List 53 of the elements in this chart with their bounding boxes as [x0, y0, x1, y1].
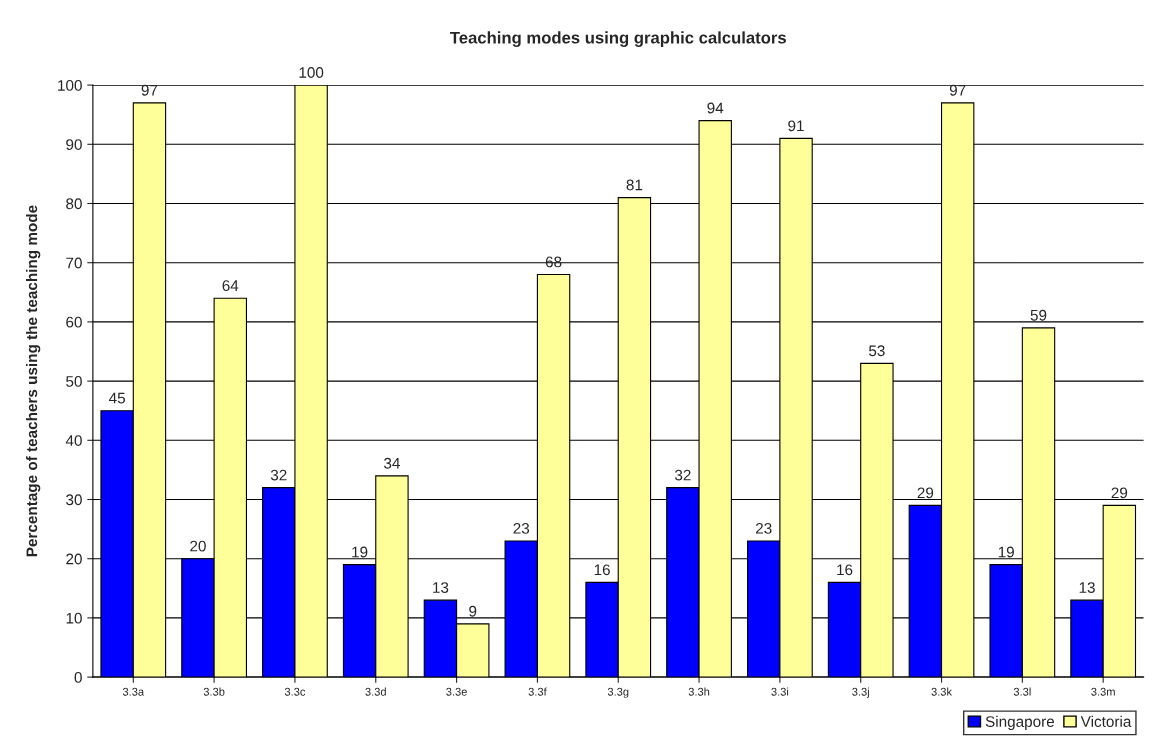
y-tick-label: 90: [66, 139, 82, 150]
x-tick-label: 3.3g: [607, 687, 629, 698]
data-label: 91: [788, 120, 804, 132]
x-tick-label: 3.3b: [203, 687, 225, 696]
data-label: 64: [222, 280, 239, 292]
y-tick-label: 50: [66, 375, 82, 387]
y-tick-label: 60: [66, 316, 82, 328]
data-label: 32: [674, 469, 691, 481]
x-tick-label: 3.3i: [771, 687, 789, 696]
data-label: 20: [190, 540, 206, 552]
data-label: 13: [433, 582, 449, 593]
y-tick-label: 0: [74, 671, 82, 683]
data-label: 13: [1079, 582, 1095, 593]
data-label: 16: [594, 564, 610, 576]
x-tick-label: 3.3k: [931, 687, 953, 696]
x-tick-label: 3.3c: [284, 687, 306, 696]
y-tick-label: 30: [66, 494, 82, 506]
x-tick-label: 3.3a: [122, 687, 145, 696]
y-tick-label: 10: [66, 612, 82, 624]
data-label: 23: [513, 522, 530, 534]
x-tick-label: 3.3f: [528, 687, 547, 696]
data-label: 97: [949, 84, 966, 96]
data-label: 19: [352, 546, 368, 558]
data-label: 53: [868, 345, 885, 357]
data-label: 29: [1111, 487, 1128, 499]
data-label: 34: [384, 457, 400, 469]
x-tick-label: 3.3m: [1091, 687, 1115, 696]
data-label: 16: [837, 564, 853, 576]
data-label: 29: [917, 487, 934, 499]
data-label: 9: [469, 605, 477, 617]
x-tick-label: 3.3j: [852, 687, 869, 698]
chart-title: Teaching modes using graphic calculators: [450, 31, 786, 47]
x-tick-label: 3.3e: [446, 687, 467, 696]
y-tick-label: 70: [66, 257, 82, 269]
x-tick-label: 3.3l: [1013, 687, 1031, 696]
data-label: 97: [141, 84, 158, 96]
data-label: 32: [270, 469, 287, 481]
x-tick-label: 3.3d: [365, 687, 386, 696]
y-tick-label: 20: [66, 553, 82, 565]
data-label: 45: [108, 392, 125, 404]
y-tick-label: 100: [58, 79, 82, 91]
data-label: 81: [626, 179, 643, 191]
data-label: 59: [1030, 309, 1047, 321]
x-tick-label: 3.3h: [688, 687, 710, 696]
y-tick-label: 40: [65, 435, 82, 446]
y-axis-title: Percentage of teachers using the teaching mode: [26, 205, 41, 557]
legend-label: Victoria: [1080, 715, 1132, 727]
data-label: 94: [707, 102, 724, 114]
data-label: 23: [755, 522, 772, 534]
legend-label: Singapore: [985, 715, 1055, 730]
y-tick-label: 80: [66, 198, 82, 210]
data-label: 19: [998, 546, 1014, 558]
data-label: 100: [299, 67, 324, 78]
